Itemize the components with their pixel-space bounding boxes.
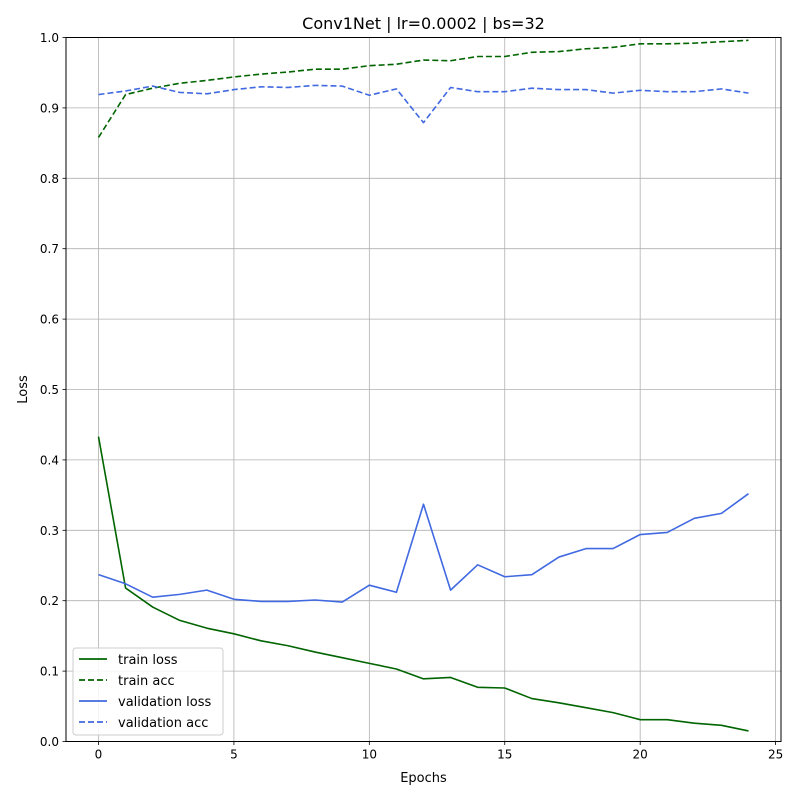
y-tick-label: 0.0 [40, 735, 59, 749]
x-tick-label: 15 [497, 748, 512, 762]
x-tick-label: 25 [768, 748, 783, 762]
legend-label: validation acc [118, 716, 208, 731]
x-tick-label: 0 [95, 748, 103, 762]
legend-box [72, 647, 224, 736]
legend-label: validation loss [118, 695, 211, 710]
y-axis-label: Loss [16, 375, 31, 404]
y-tick-label: 0.1 [40, 665, 59, 679]
x-tick-label: 10 [362, 748, 377, 762]
y-tick-label: 0.6 [40, 313, 59, 327]
legend-label: train loss [118, 653, 178, 668]
y-tick-label: 0.2 [40, 594, 59, 608]
x-tick-label: 5 [230, 748, 238, 762]
grid [66, 37, 781, 742]
series-lines [97, 39, 749, 732]
x-tick-label: 20 [633, 748, 648, 762]
validation-acc-line [98, 84, 749, 124]
y-tick-label: 0.7 [40, 242, 59, 256]
y-tick-label: 0.8 [40, 172, 59, 186]
x-axis-label: Epochs [400, 771, 447, 786]
train-acc-line [97, 39, 749, 138]
y-tick-label: 1.0 [40, 31, 59, 45]
y-tick-label: 0.3 [40, 524, 59, 538]
chart-title: Conv1Net | lr=0.0002 | bs=32 [302, 14, 545, 33]
y-tick-label: 0.5 [40, 383, 59, 397]
axis-ticks: 0 5 10 15 20 25 0.0 0.1 0.2 0.3 0.4 0.5 0.6 0.7 0.8 0.9… [40, 31, 783, 762]
y-tick-label: 0.9 [40, 101, 59, 115]
legend-label: train acc [118, 674, 175, 689]
legend: train loss train acc validation loss valida… [72, 647, 224, 736]
validation-loss-line [98, 493, 749, 603]
y-tick-label: 0.4 [40, 453, 59, 467]
train-loss-line [97, 436, 749, 732]
